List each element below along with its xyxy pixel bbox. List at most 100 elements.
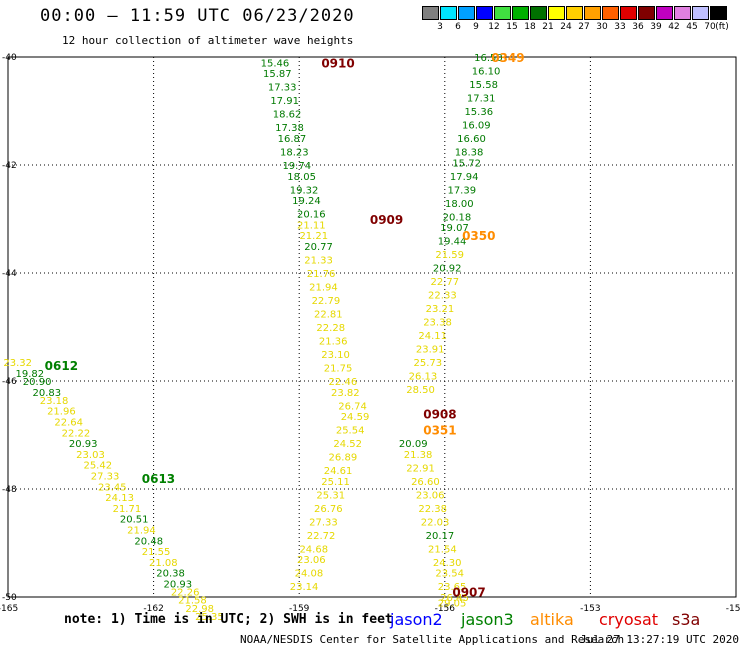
colorbar-swatch <box>422 6 439 20</box>
pass-time-label: 0350 <box>462 229 495 243</box>
wave-height-value: 25.73 <box>413 358 442 369</box>
wave-height-value: 29.05 <box>438 598 467 609</box>
wave-height-value: 20.93 <box>69 439 98 450</box>
wave-height-value: 24.08 <box>295 569 324 580</box>
legend-altika: altika <box>530 610 574 629</box>
wave-height-value: 22.22 <box>62 428 91 439</box>
wave-height-value: 28.50 <box>406 385 435 396</box>
wave-height-value: 15.36 <box>464 107 493 118</box>
wave-height-value: 21.38 <box>404 450 433 461</box>
wave-height-value: 18.05 <box>287 172 316 183</box>
wave-height-value: 21.58 <box>178 596 207 607</box>
wave-height-value: 22.38 <box>418 504 447 515</box>
wave-height-value: 22.28 <box>316 323 345 334</box>
wave-height-value: 17.38 <box>275 123 304 134</box>
wave-height-value: 24.30 <box>433 558 462 569</box>
wave-height-value: 22.79 <box>312 296 341 307</box>
wave-height-value: 20.90 <box>23 377 52 388</box>
wave-height-value: 21.36 <box>319 337 348 348</box>
wave-height-value: 20.93 <box>164 580 193 591</box>
pass-time-label: 0613 <box>142 472 175 486</box>
wave-height-value: 23.14 <box>290 582 319 593</box>
colorbar-label: 45 <box>686 22 698 32</box>
colorbar-swatch <box>476 6 493 20</box>
wave-height-value: 16.10 <box>472 67 501 78</box>
legend-jason3: jason3 <box>461 610 514 629</box>
wave-height-value: 16.60 <box>457 134 486 145</box>
wave-height-value: 22.03 <box>421 517 450 528</box>
wave-height-value: 21.59 <box>435 250 464 261</box>
wave-height-value: 15.87 <box>263 69 292 80</box>
colorbar-label: 42 <box>668 22 680 32</box>
wave-height-value: 21.75 <box>324 364 353 375</box>
wave-height-value: 23.10 <box>321 350 350 361</box>
wave-height-value: 23.38 <box>423 318 452 329</box>
wave-height-value: 20.38 <box>156 569 185 580</box>
latitude-tick-label: -50 <box>2 593 17 603</box>
colorbar-swatch <box>566 6 583 20</box>
legend-cryosat: cryosat <box>599 610 659 629</box>
wave-height-value: 21.96 <box>47 407 76 418</box>
wave-height-value: 15.46 <box>261 58 290 69</box>
wave-height-value: 24.59 <box>341 412 370 423</box>
wave-height-value: 26.13 <box>409 372 438 383</box>
colorbar-label: 30 <box>596 22 608 32</box>
wave-height-value: 23.54 <box>435 569 464 580</box>
wave-height-value: 26.74 <box>338 401 367 412</box>
wave-height-value: 22.81 <box>314 310 343 321</box>
colorbar-label: 3 <box>437 22 443 32</box>
wave-height-value: 25.11 <box>321 477 350 488</box>
wave-height-value: 21.54 <box>428 544 457 555</box>
legend-s3a: s3a <box>672 610 701 629</box>
colorbar-label: 33 <box>614 22 626 32</box>
wave-height-value: 24.61 <box>324 466 353 477</box>
wave-height-value: 21.94 <box>127 526 156 537</box>
wave-height-value: 19.82 <box>16 369 45 380</box>
wave-height-value: 21.71 <box>113 504 142 515</box>
pass-time-label: 0349 <box>491 51 524 65</box>
pass-time-label: 0907 <box>452 586 485 600</box>
colorbar-unit: (ft) <box>715 22 729 32</box>
colorbar-swatch <box>584 6 601 20</box>
wave-height-value: 20.16 <box>297 210 326 221</box>
wave-height-value: 21.11 <box>297 220 326 231</box>
wave-height-value: 23.18 <box>40 396 69 407</box>
wave-height-value: 22.26 <box>171 588 200 599</box>
footer-timestamp: Jul 27 13:27:19 UTC 2020 <box>580 633 739 646</box>
units-note: note: 1) Time is in UTC; 2) SWH is in fe… <box>64 612 393 627</box>
wave-height-value: 17.91 <box>270 96 299 107</box>
wave-height-value: 25.54 <box>336 426 365 437</box>
colorbar-label: 12 <box>488 22 500 32</box>
wave-height-value: 24.68 <box>299 544 328 555</box>
wave-height-value: 22.64 <box>54 418 83 429</box>
wave-height-value: 21.08 <box>149 558 178 569</box>
colorbar-swatch <box>710 6 727 20</box>
colorbar-label: 36 <box>632 22 644 32</box>
map-frame <box>7 56 737 598</box>
wave-height-value: 17.39 <box>447 185 476 196</box>
legend-jason2: jason2 <box>390 610 443 629</box>
wave-height-value: 20.48 <box>134 536 163 547</box>
wave-height-value: 19.74 <box>282 161 311 172</box>
wave-height-value: 17.31 <box>467 94 496 105</box>
wave-height-value: 19.44 <box>438 237 467 248</box>
colorbar-label: 21 <box>542 22 554 32</box>
wave-height-value: 17.33 <box>268 83 297 94</box>
latitude-tick-label: -40 <box>2 53 17 63</box>
wave-height-value: 22.46 <box>329 377 358 388</box>
wave-height-value: 21.33 <box>304 256 333 267</box>
colorbar-swatch <box>494 6 511 20</box>
colorbar-swatch <box>512 6 529 20</box>
colorbar-label: 70 <box>704 22 716 32</box>
wave-height-value: 21.21 <box>299 231 328 242</box>
pass-time-label: 0910 <box>321 56 354 70</box>
wave-height-value: 16.09 <box>462 121 491 132</box>
longitude-tick-label: -153 <box>580 604 600 614</box>
footer-credit: NOAA/NESDIS Center for Satellite Applica… <box>240 633 625 646</box>
wave-height-value: 21.55 <box>142 547 171 558</box>
wave-height-value: 25.42 <box>83 461 112 472</box>
wave-height-value: 25.35 <box>195 612 224 623</box>
wave-height-value: 20.83 <box>33 388 62 399</box>
wave-height-value: 20.09 <box>399 439 428 450</box>
wave-height-value: 20.77 <box>304 242 333 253</box>
